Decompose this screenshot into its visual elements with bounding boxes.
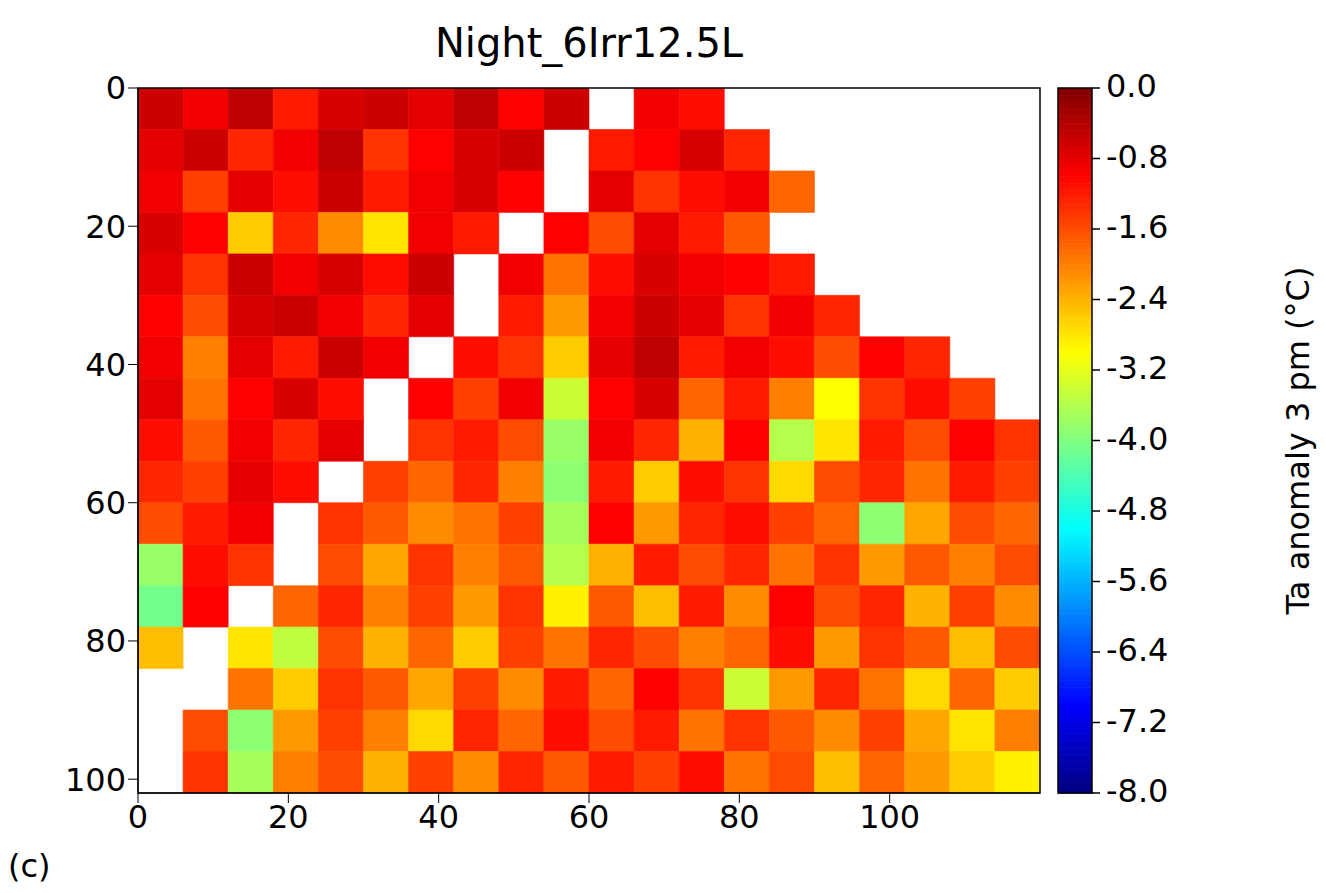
svg-text:-2.4: -2.4 bbox=[1106, 279, 1168, 317]
svg-text:80: 80 bbox=[719, 798, 760, 836]
svg-text:-8.0: -8.0 bbox=[1106, 772, 1168, 810]
svg-text:100: 100 bbox=[859, 798, 920, 836]
svg-text:60: 60 bbox=[569, 798, 610, 836]
svg-text:-6.4: -6.4 bbox=[1106, 631, 1168, 669]
svg-text:100: 100 bbox=[65, 761, 126, 799]
svg-text:-1.6: -1.6 bbox=[1106, 208, 1168, 246]
svg-text:60: 60 bbox=[85, 484, 126, 522]
svg-text:20: 20 bbox=[85, 208, 126, 246]
html-text:(c): (c) bbox=[8, 847, 51, 885]
svg-text:-4.0: -4.0 bbox=[1106, 420, 1168, 458]
svg-text:-4.8: -4.8 bbox=[1106, 490, 1168, 528]
svg-text:0: 0 bbox=[128, 798, 148, 836]
svg-text:-5.6: -5.6 bbox=[1106, 561, 1168, 599]
svg-text:0.0: 0.0 bbox=[1106, 67, 1157, 105]
svg-text:Ta anomaly 3 pm (°C): Ta anomaly 3 pm (°C) bbox=[1279, 267, 1317, 616]
svg-text:-0.8: -0.8 bbox=[1106, 138, 1168, 176]
svg-text:-7.2: -7.2 bbox=[1106, 702, 1168, 740]
svg-text:40: 40 bbox=[418, 798, 459, 836]
svg-text:40: 40 bbox=[85, 346, 126, 384]
svg-text:-3.2: -3.2 bbox=[1106, 349, 1168, 387]
svg-text:80: 80 bbox=[85, 622, 126, 660]
svg-text:0: 0 bbox=[106, 69, 126, 107]
svg-text:20: 20 bbox=[268, 798, 309, 836]
html-text:Night_6Irr12.5L: Night_6Irr12.5L bbox=[434, 20, 744, 66]
